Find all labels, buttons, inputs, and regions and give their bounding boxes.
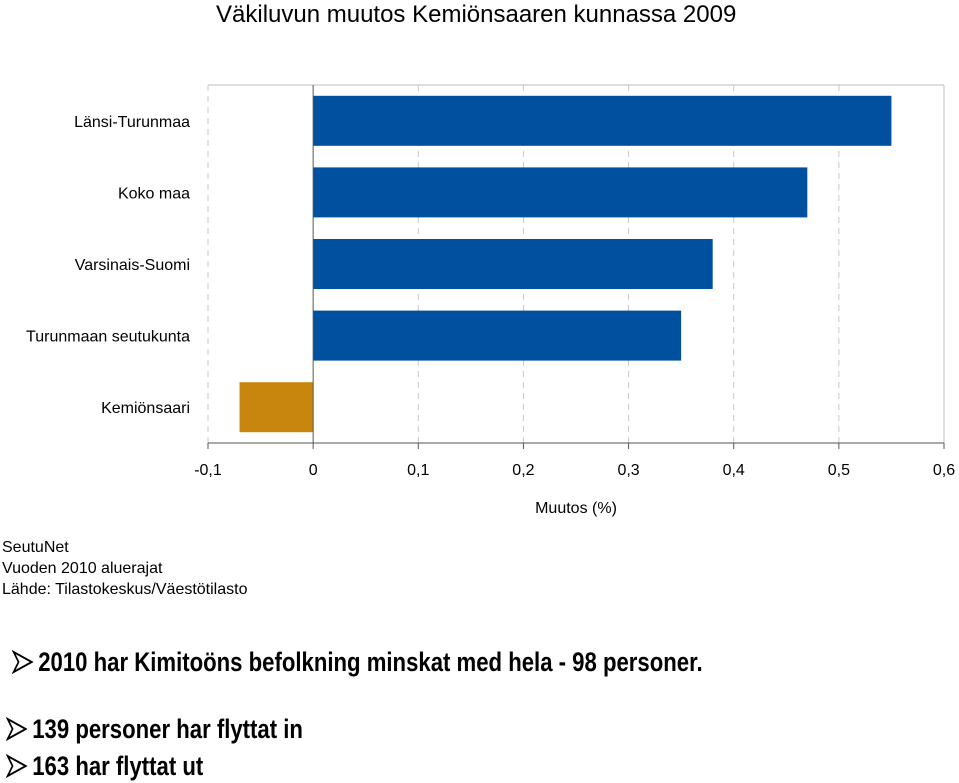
x-tick-label: 0,5 bbox=[828, 462, 850, 479]
source-line-aluerajat: Vuoden 2010 aluerajat bbox=[2, 560, 163, 577]
x-tick-label: 0 bbox=[309, 462, 318, 479]
bar-chart: -0,1 0 0,1 0,2 0,3 0,4 0,5 0,6 Länsi-Turunmaa Kok… bbox=[26, 84, 955, 517]
bullet-text: 139 personer har flyttat in bbox=[32, 713, 303, 744]
bar bbox=[313, 95, 892, 146]
arrowhead-bullet-icon bbox=[6, 717, 28, 741]
chart-title: Väkiluvun muutos Kemiönsaaren kunnassa 2… bbox=[216, 1, 737, 28]
bullet-text: 163 har flyttat ut bbox=[32, 750, 204, 781]
category-label: Koko maa bbox=[118, 185, 190, 202]
bullet-moved-out: 163 har flyttat ut bbox=[6, 749, 203, 783]
x-tick-label: -0,1 bbox=[194, 462, 222, 479]
source-line-seutunet: SeutuNet bbox=[2, 539, 69, 556]
category-label: Länsi-Turunmaa bbox=[74, 114, 190, 131]
bullet-text: 2010 har Kimitoöns befolkning minskat me… bbox=[38, 646, 703, 677]
bar bbox=[239, 382, 314, 433]
category-label: Varsinais-Suomi bbox=[75, 257, 190, 274]
x-tick-label: 0,3 bbox=[617, 462, 639, 479]
x-axis-label: Muutos (%) bbox=[535, 500, 617, 517]
bar bbox=[313, 310, 682, 361]
x-tick-label: 0,1 bbox=[407, 462, 429, 479]
x-tick-label: 0,2 bbox=[512, 462, 534, 479]
bar bbox=[313, 167, 808, 218]
bullet-moved-in: 139 personer har flyttat in bbox=[6, 712, 303, 746]
category-label: Kemiönsaari bbox=[101, 400, 190, 417]
arrowhead-bullet-icon bbox=[6, 754, 28, 778]
bar bbox=[313, 239, 713, 289]
x-tick-label: 0,6 bbox=[933, 462, 955, 479]
x-tick-label: 0,4 bbox=[723, 462, 745, 479]
source-line-lahde: Lähde: Tilastokeskus/Väestötilasto bbox=[2, 581, 248, 598]
category-label: Turunmaan seutukunta bbox=[26, 329, 190, 346]
arrowhead-bullet-icon bbox=[12, 650, 34, 674]
bullet-population-change: 2010 har Kimitoöns befolkning minskat me… bbox=[12, 645, 703, 679]
